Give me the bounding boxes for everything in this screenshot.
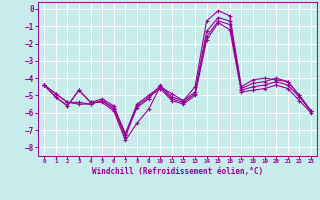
X-axis label: Windchill (Refroidissement éolien,°C): Windchill (Refroidissement éolien,°C) (92, 167, 263, 176)
